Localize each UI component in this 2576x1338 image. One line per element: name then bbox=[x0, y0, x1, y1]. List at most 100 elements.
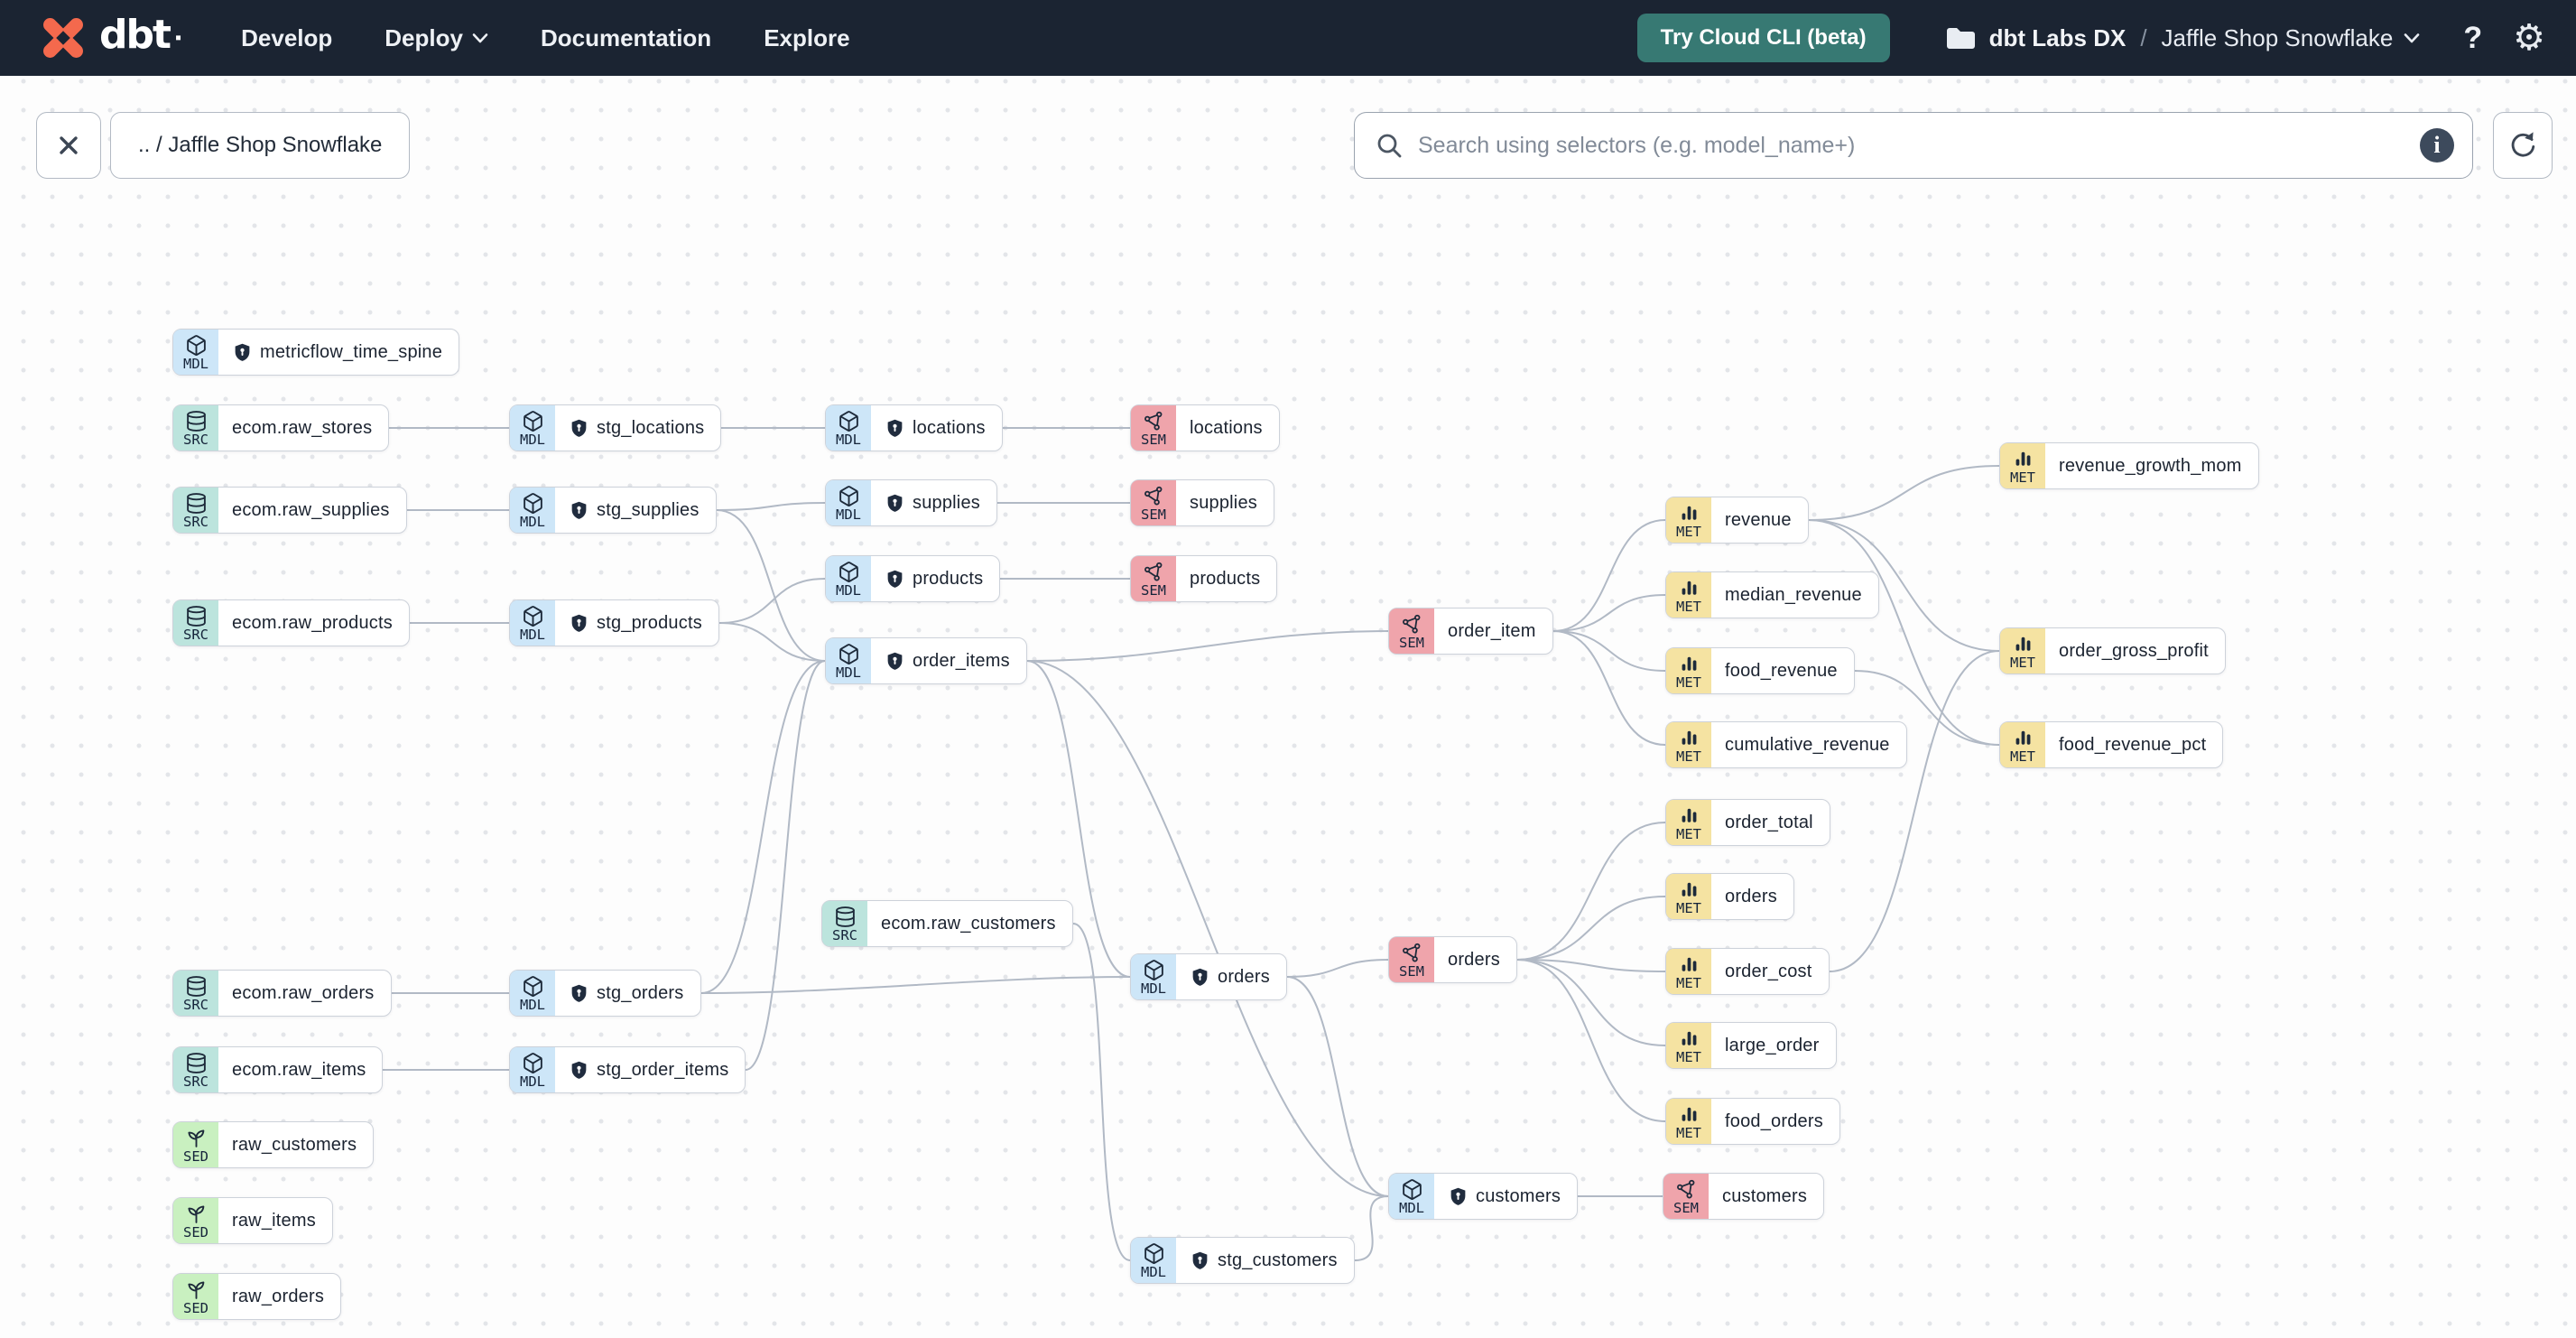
graph-node-raw_items_seed[interactable]: SED raw_items bbox=[172, 1197, 333, 1244]
account-breadcrumb: dbt Labs DX / Jaffle Shop Snowflake bbox=[1944, 24, 2421, 52]
node-type-label: MDL bbox=[520, 627, 545, 643]
node-type-badge: SRC bbox=[173, 405, 218, 451]
graph-node-food_revenue[interactable]: MET food_revenue bbox=[1665, 647, 1855, 694]
close-lineage-button[interactable] bbox=[36, 112, 101, 179]
node-type-label: SEM bbox=[1399, 963, 1424, 980]
try-cloud-cli-button[interactable]: Try Cloud CLI (beta) bbox=[1636, 14, 1890, 62]
edge-stg_products-products_mdl bbox=[718, 578, 826, 624]
dbt-logo[interactable]: dbt ▪ bbox=[40, 14, 181, 61]
graph-node-locations_mdl[interactable]: MDL locations bbox=[825, 404, 1003, 451]
nav-item-documentation[interactable]: Documentation bbox=[540, 23, 712, 51]
graph-node-large_order[interactable]: MET large_order bbox=[1665, 1022, 1837, 1069]
graph-node-raw_orders_seed[interactable]: SED raw_orders bbox=[172, 1273, 342, 1320]
refresh-button[interactable] bbox=[2493, 112, 2553, 179]
node-type-badge: MDL bbox=[826, 405, 871, 451]
graph-node-metricflow_time_spine[interactable]: MDL metricflow_time_spine bbox=[172, 329, 460, 376]
graph-node-order_item_sem[interactable]: SEM order_item bbox=[1388, 608, 1553, 655]
graph-node-stg_supplies[interactable]: MDL stg_supplies bbox=[509, 487, 717, 534]
graph-node-orders_sem[interactable]: SEM orders bbox=[1388, 936, 1517, 983]
search-icon bbox=[1377, 134, 1402, 158]
nav-item-explore[interactable]: Explore bbox=[764, 23, 850, 51]
node-type-label: SED bbox=[183, 1224, 208, 1240]
graph-node-supplies_mdl[interactable]: MDL supplies bbox=[825, 479, 997, 526]
edge-stg_orders-orders_mdl bbox=[700, 976, 1131, 994]
node-type-badge: SEM bbox=[1663, 1174, 1709, 1219]
edge-stg_orders-order_items_mdl bbox=[700, 660, 826, 994]
account-name[interactable]: dbt Labs DX bbox=[1988, 23, 2127, 51]
info-icon[interactable]: i bbox=[2420, 128, 2454, 163]
node-type-badge: MET bbox=[1666, 800, 1711, 845]
graph-node-median_revenue[interactable]: MET median_revenue bbox=[1665, 571, 1879, 618]
node-type-badge: SEM bbox=[1131, 405, 1176, 451]
graph-node-locations_sem[interactable]: SEM locations bbox=[1130, 404, 1280, 451]
node-type-label: MET bbox=[2010, 655, 2035, 671]
graph-node-products_sem[interactable]: SEM products bbox=[1130, 555, 1278, 602]
edge-orders_sem-large_order bbox=[1516, 959, 1666, 1046]
graph-node-stg_products[interactable]: MDL stg_products bbox=[509, 599, 719, 646]
project-selector[interactable]: Jaffle Shop Snowflake bbox=[2162, 24, 2421, 52]
node-label: supplies bbox=[871, 480, 996, 525]
graph-node-stg_orders[interactable]: MDL stg_orders bbox=[509, 970, 701, 1017]
node-label: stg_products bbox=[555, 600, 718, 646]
node-type-badge: SEM bbox=[1131, 556, 1176, 601]
node-type-label: SED bbox=[183, 1148, 208, 1165]
search-input[interactable] bbox=[1418, 132, 2420, 159]
metric-bars-icon bbox=[1682, 808, 1696, 822]
gear-icon[interactable]: ⚙ bbox=[2513, 17, 2545, 59]
help-icon[interactable]: ? bbox=[2463, 20, 2483, 55]
node-type-label: MET bbox=[1676, 748, 1701, 765]
graph-node-stg_locations[interactable]: MDL stg_locations bbox=[509, 404, 722, 451]
graph-node-order_items_mdl[interactable]: MDL order_items bbox=[825, 637, 1027, 684]
graph-node-orders_met[interactable]: MET orders bbox=[1665, 873, 1794, 920]
cube-icon bbox=[839, 411, 858, 432]
lineage-breadcrumb[interactable]: .. / Jaffle Shop Snowflake bbox=[110, 112, 411, 179]
database-icon bbox=[835, 906, 855, 927]
node-type-badge: MDL bbox=[510, 488, 555, 533]
node-type-label: MDL bbox=[1399, 1200, 1424, 1216]
node-label: customers bbox=[1434, 1174, 1577, 1219]
metric-bars-icon bbox=[1682, 1107, 1696, 1121]
graph-node-customers_sem[interactable]: SEM customers bbox=[1663, 1173, 1825, 1220]
node-type-label: SEM bbox=[1673, 1200, 1699, 1216]
node-type-badge: MET bbox=[1666, 874, 1711, 919]
graph-node-raw_customers_src[interactable]: SRC ecom.raw_customers bbox=[821, 900, 1073, 947]
graph-node-raw_customers_seed[interactable]: SED raw_customers bbox=[172, 1121, 375, 1168]
node-type-badge: SED bbox=[173, 1122, 218, 1167]
graph-node-supplies_sem[interactable]: SEM supplies bbox=[1130, 479, 1274, 526]
nav-item-develop[interactable]: Develop bbox=[241, 23, 333, 51]
graph-node-food_revenue_pct[interactable]: MET food_revenue_pct bbox=[1999, 721, 2224, 768]
node-type-label: MDL bbox=[520, 432, 545, 448]
graph-node-raw_stores_src[interactable]: SRC ecom.raw_stores bbox=[172, 404, 390, 451]
graph-node-raw_supplies_src[interactable]: SRC ecom.raw_supplies bbox=[172, 487, 407, 534]
node-label: ecom.raw_stores bbox=[232, 417, 373, 438]
graph-node-order_cost[interactable]: MET order_cost bbox=[1665, 948, 1830, 995]
nav-item-deploy[interactable]: Deploy bbox=[385, 24, 488, 52]
graph-node-raw_orders_src[interactable]: SRC ecom.raw_orders bbox=[172, 970, 392, 1017]
graph-node-products_mdl[interactable]: MDL products bbox=[825, 555, 1001, 602]
node-label: food_revenue bbox=[1725, 660, 1838, 681]
node-type-label: MET bbox=[1676, 975, 1701, 991]
semantic-graph-icon bbox=[1402, 943, 1420, 962]
node-label: stg_supplies bbox=[555, 488, 716, 533]
graph-node-revenue_growth_mom[interactable]: MET revenue_growth_mom bbox=[1999, 442, 2259, 489]
graph-node-raw_products_src[interactable]: SRC ecom.raw_products bbox=[172, 599, 410, 646]
node-label: locations bbox=[1190, 417, 1263, 438]
graph-node-stg_customers[interactable]: MDL stg_customers bbox=[1130, 1237, 1355, 1284]
graph-node-order_total[interactable]: MET order_total bbox=[1665, 799, 1830, 846]
graph-node-order_gross_profit[interactable]: MET order_gross_profit bbox=[1999, 627, 2226, 674]
graph-node-orders_mdl[interactable]: MDL orders bbox=[1130, 953, 1287, 1000]
graph-node-cumulative_revenue[interactable]: MET cumulative_revenue bbox=[1665, 721, 1907, 768]
graph-node-raw_items_src[interactable]: SRC ecom.raw_items bbox=[172, 1046, 384, 1093]
node-label: products bbox=[1190, 568, 1261, 589]
node-label: stg_locations bbox=[555, 405, 720, 451]
graph-node-customers_mdl[interactable]: MDL customers bbox=[1388, 1173, 1579, 1220]
cube-icon bbox=[1144, 1243, 1163, 1264]
shield-icon bbox=[1450, 1187, 1466, 1205]
top-navbar: dbt ▪ Develop Deploy Documentation Explo… bbox=[0, 0, 2576, 76]
node-label: locations bbox=[871, 405, 1002, 451]
metric-bars-icon bbox=[1682, 957, 1696, 971]
graph-node-food_orders[interactable]: MET food_orders bbox=[1665, 1098, 1840, 1145]
graph-node-revenue[interactable]: MET revenue bbox=[1665, 497, 1809, 544]
graph-node-stg_order_items[interactable]: MDL stg_order_items bbox=[509, 1046, 746, 1093]
